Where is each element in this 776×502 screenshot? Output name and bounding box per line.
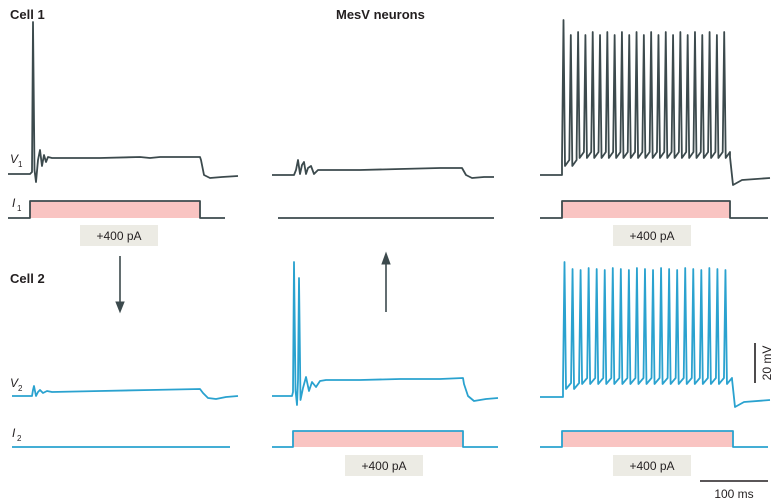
cell2-left-voltage-trace <box>12 385 239 400</box>
cell2-right-current-step <box>540 430 768 448</box>
svg-text:I: I <box>12 426 16 440</box>
v2-label: V 2 <box>10 376 23 393</box>
arrow-up-icon <box>381 251 391 312</box>
svg-text:V: V <box>10 152 19 166</box>
cell1-left-current-step-fill <box>30 201 200 218</box>
cell1-label: Cell 1 <box>10 7 45 22</box>
svg-text:1: 1 <box>17 204 22 213</box>
svg-text:+400 pA: +400 pA <box>96 229 141 243</box>
cell2-middle-current-step <box>272 430 498 448</box>
cell2-middle-voltage-trace <box>272 261 499 406</box>
figure-title: MesV neurons <box>336 7 425 22</box>
cell1-right-voltage-trace <box>540 19 771 186</box>
svg-text:2: 2 <box>18 384 23 393</box>
i2-label: I 2 <box>12 426 22 443</box>
cell1-left-current-step <box>8 200 225 219</box>
svg-text:+400 pA: +400 pA <box>629 229 674 243</box>
cell2-middle-current-step-fill <box>293 431 463 447</box>
stim-pill-cell2-middle: +400 pA <box>345 455 423 476</box>
cell2-label: Cell 2 <box>10 271 45 286</box>
svg-text:V: V <box>10 376 19 390</box>
svg-text:100 ms: 100 ms <box>714 487 753 501</box>
i1-label: I 1 <box>12 196 22 213</box>
time-scale-bar: 100 ms <box>700 480 768 501</box>
voltage-scale-bar: 20 mV <box>754 343 774 383</box>
stim-pill-cell1-right: +400 pA <box>613 225 691 246</box>
cell2-right-voltage-trace <box>540 261 771 408</box>
stim-pill-cell1-left: +400 pA <box>80 225 158 246</box>
svg-text:20 mV: 20 mV <box>760 346 774 381</box>
svg-text:+400 pA: +400 pA <box>629 459 674 473</box>
svg-text:1: 1 <box>18 160 23 169</box>
svg-text:2: 2 <box>17 434 22 443</box>
cell1-right-current-step-fill <box>562 201 730 218</box>
cell2-right-current-step-fill <box>562 431 733 447</box>
arrow-down-icon <box>115 256 125 314</box>
cell1-middle-voltage-trace <box>272 159 494 179</box>
cell1-left-voltage-trace <box>8 21 239 183</box>
v1-label: V 1 <box>10 152 23 169</box>
svg-text:I: I <box>12 196 16 210</box>
cell1-right-current-step <box>540 200 768 219</box>
svg-text:+400 pA: +400 pA <box>361 459 406 473</box>
stim-pill-cell2-right: +400 pA <box>613 455 691 476</box>
